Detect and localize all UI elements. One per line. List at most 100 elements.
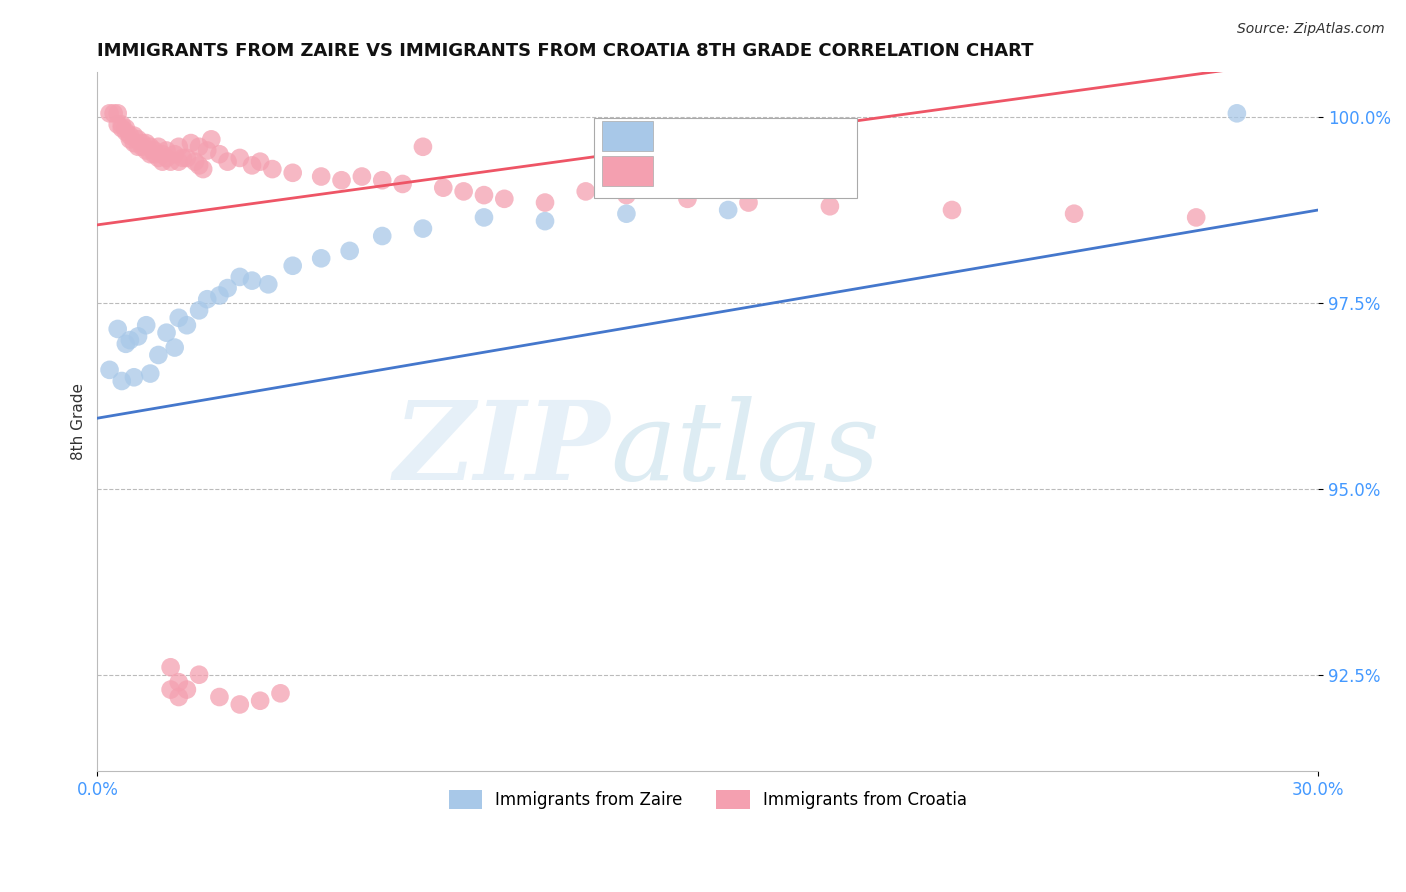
Point [107,118,129,132]
Point [107,106,129,120]
FancyBboxPatch shape [602,121,652,151]
Point [122,128,145,143]
Point [188,140,211,154]
Text: IMMIGRANTS FROM ZAIRE VS IMMIGRANTS FROM CROATIA 8TH GRADE CORRELATION CHART: IMMIGRANTS FROM ZAIRE VS IMMIGRANTS FROM… [97,42,1033,60]
Point [494,192,516,206]
Point [217,154,239,169]
Point [155,151,177,165]
Legend: Immigrants from Zaire, Immigrants from Croatia: Immigrants from Zaire, Immigrants from C… [441,783,973,815]
Point [139,147,162,161]
Point [191,162,214,177]
Point [118,128,141,143]
Point [115,121,138,136]
Point [167,690,190,704]
Point [350,169,373,184]
Point [131,136,153,150]
Point [163,341,186,355]
Point [127,329,149,343]
Point [131,140,153,154]
Point [107,322,129,336]
Point [180,136,202,150]
Point [152,154,174,169]
Point [616,188,638,202]
Point [249,694,271,708]
Point [208,288,231,302]
Point [118,132,141,146]
Text: Source: ZipAtlas.com: Source: ZipAtlas.com [1237,22,1385,37]
Point [155,144,177,158]
Point [188,158,211,172]
Point [188,667,211,681]
Text: R = 0.343   N = 77: R = 0.343 N = 77 [665,162,835,180]
Point [453,185,475,199]
Point [309,252,332,266]
Point [281,259,304,273]
Point [115,125,138,139]
Point [1226,106,1249,120]
Point [188,303,211,318]
Point [330,173,353,187]
Point [534,214,557,228]
Point [111,121,134,136]
Point [208,147,231,161]
Point [135,318,157,333]
Point [148,140,170,154]
Point [176,682,198,697]
Point [135,144,157,158]
Point [240,158,263,172]
Point [172,151,194,165]
Point [98,363,121,377]
Point [262,162,284,177]
Point [339,244,361,258]
Text: R = 0.471   N = 31: R = 0.471 N = 31 [665,127,835,145]
Point [941,202,963,217]
Point [200,132,222,146]
Point [167,310,190,325]
Point [371,229,394,244]
Point [575,185,598,199]
Point [135,136,157,150]
Point [176,318,198,333]
Point [176,151,198,165]
Point [229,698,252,712]
Point [249,154,271,169]
Point [155,326,177,340]
Point [118,333,141,347]
Point [103,106,125,120]
Point [534,195,557,210]
Point [616,207,638,221]
Point [148,151,170,165]
Point [195,144,218,158]
Point [139,367,162,381]
Point [143,147,166,161]
Point [127,132,149,146]
Point [163,147,186,161]
Point [159,682,181,697]
Point [717,202,740,217]
Point [184,154,207,169]
Point [122,370,145,384]
Point [98,106,121,120]
Point [676,192,699,206]
Point [208,690,231,704]
Point [412,221,434,235]
Point [472,188,495,202]
Point [309,169,332,184]
Text: atlas: atlas [610,396,880,504]
Point [127,140,149,154]
Point [281,166,304,180]
Point [217,281,239,295]
Point [143,144,166,158]
Text: ZIP: ZIP [394,396,610,504]
Point [371,173,394,187]
Point [167,675,190,690]
Point [240,274,263,288]
Point [432,180,454,194]
Point [412,140,434,154]
FancyBboxPatch shape [602,156,652,186]
Y-axis label: 8th Grade: 8th Grade [72,384,86,460]
FancyBboxPatch shape [595,118,856,198]
Point [159,660,181,674]
Point [122,136,145,150]
Point [229,151,252,165]
